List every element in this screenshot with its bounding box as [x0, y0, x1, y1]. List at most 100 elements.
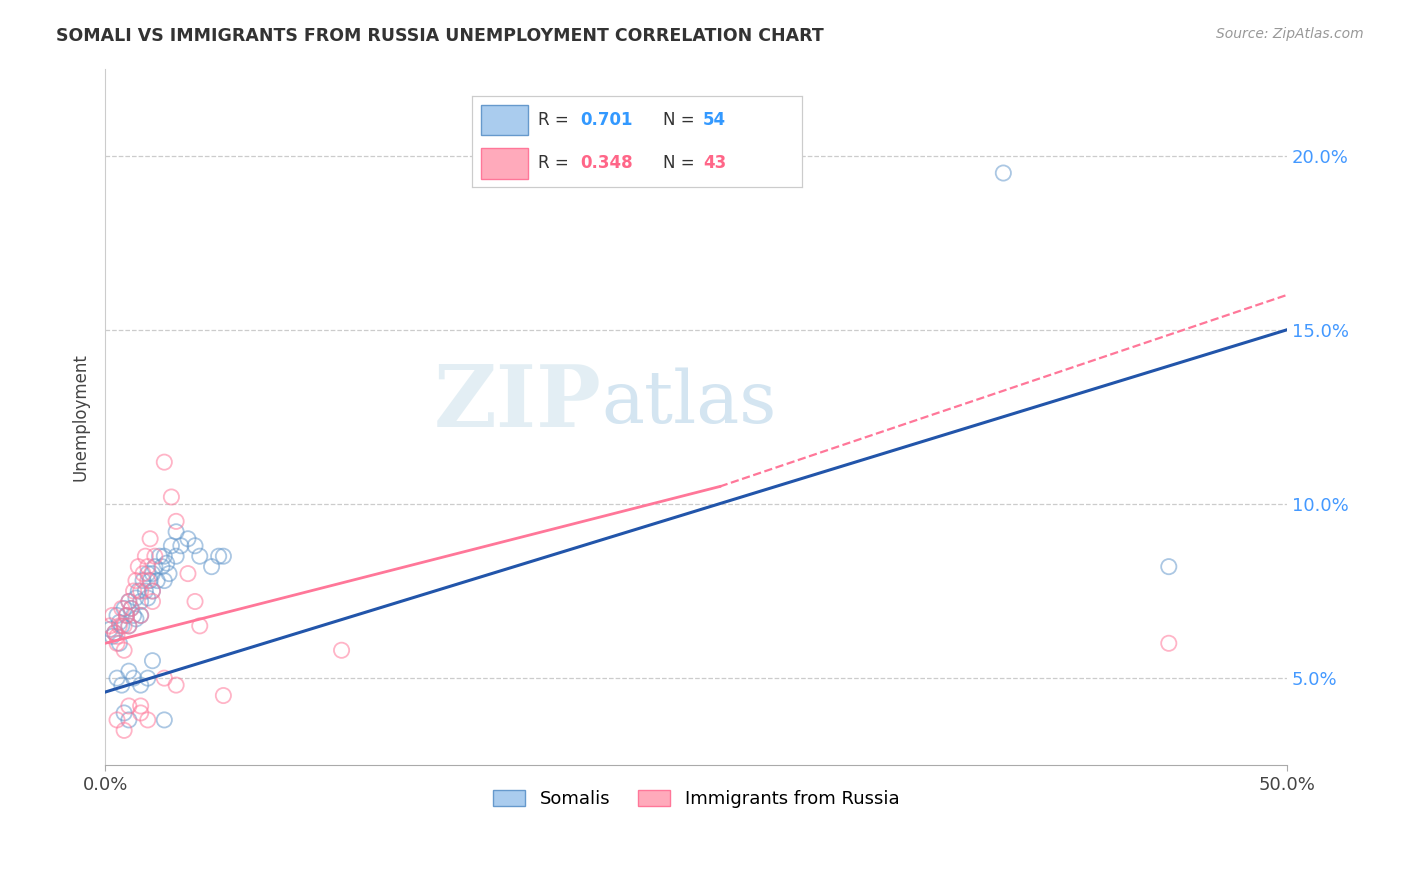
Point	[101, 629, 124, 643]
Point	[170, 539, 193, 553]
Point	[188, 619, 211, 633]
Text: SOMALI VS IMMIGRANTS FROM RUSSIA UNEMPLOYMENT CORRELATION CHART: SOMALI VS IMMIGRANTS FROM RUSSIA UNEMPLO…	[56, 27, 824, 45]
Point	[112, 601, 135, 615]
Point	[118, 698, 141, 713]
Point	[188, 549, 211, 564]
Point	[118, 713, 141, 727]
Point	[125, 612, 148, 626]
Point	[184, 594, 207, 608]
Point	[141, 594, 163, 608]
Point	[118, 664, 141, 678]
Point	[165, 524, 187, 539]
Point	[108, 636, 131, 650]
Point	[105, 671, 128, 685]
Point	[101, 608, 124, 623]
Point	[129, 698, 152, 713]
Point	[118, 619, 141, 633]
Point	[118, 594, 141, 608]
Point	[125, 591, 148, 605]
Point	[127, 559, 149, 574]
Point	[136, 574, 159, 588]
Point	[153, 574, 176, 588]
Point	[105, 713, 128, 727]
Point	[134, 549, 156, 564]
Point	[105, 629, 128, 643]
Point	[153, 455, 176, 469]
Point	[105, 608, 128, 623]
Point	[120, 601, 142, 615]
Point	[104, 625, 127, 640]
Point	[212, 689, 235, 703]
Point	[125, 574, 148, 588]
Point	[177, 566, 200, 581]
Point	[153, 671, 176, 685]
Point	[118, 619, 141, 633]
Text: ZIP: ZIP	[434, 361, 602, 445]
Point	[177, 532, 200, 546]
Point	[129, 608, 152, 623]
Point	[139, 574, 162, 588]
Point	[136, 671, 159, 685]
Point	[1157, 559, 1180, 574]
Legend: Somalis, Immigrants from Russia: Somalis, Immigrants from Russia	[485, 782, 907, 815]
Point	[129, 608, 152, 623]
Text: atlas: atlas	[602, 368, 778, 438]
Point	[200, 559, 222, 574]
Point	[165, 549, 187, 564]
Point	[127, 584, 149, 599]
Y-axis label: Unemployment: Unemployment	[72, 353, 89, 481]
Point	[141, 584, 163, 599]
Point	[993, 166, 1015, 180]
Point	[118, 594, 141, 608]
Point	[122, 584, 145, 599]
Point	[165, 678, 187, 692]
Point	[141, 566, 163, 581]
Point	[98, 619, 121, 633]
Point	[148, 549, 170, 564]
Text: Source: ZipAtlas.com: Source: ZipAtlas.com	[1216, 27, 1364, 41]
Point	[120, 601, 142, 615]
Point	[98, 623, 121, 637]
Point	[156, 556, 179, 570]
Point	[141, 584, 163, 599]
Point	[115, 608, 138, 623]
Point	[184, 539, 207, 553]
Point	[330, 643, 353, 657]
Point	[111, 678, 134, 692]
Point	[129, 594, 152, 608]
Point	[108, 619, 131, 633]
Point	[141, 654, 163, 668]
Point	[105, 636, 128, 650]
Point	[111, 601, 134, 615]
Point	[143, 549, 166, 564]
Point	[136, 566, 159, 581]
Point	[129, 584, 152, 599]
Point	[165, 514, 187, 528]
Point	[132, 566, 155, 581]
Point	[115, 608, 138, 623]
Point	[157, 566, 180, 581]
Point	[160, 539, 183, 553]
Point	[129, 678, 152, 692]
Point	[122, 671, 145, 685]
Point	[153, 713, 176, 727]
Point	[136, 713, 159, 727]
Point	[212, 549, 235, 564]
Point	[1157, 636, 1180, 650]
Point	[108, 615, 131, 630]
Point	[112, 723, 135, 738]
Point	[112, 706, 135, 720]
Point	[111, 619, 134, 633]
Point	[136, 559, 159, 574]
Point	[143, 559, 166, 574]
Point	[150, 559, 173, 574]
Point	[208, 549, 231, 564]
Point	[104, 625, 127, 640]
Point	[132, 574, 155, 588]
Point	[112, 643, 135, 657]
Point	[160, 490, 183, 504]
Point	[146, 574, 169, 588]
Point	[136, 591, 159, 605]
Point	[139, 532, 162, 546]
Point	[153, 549, 176, 564]
